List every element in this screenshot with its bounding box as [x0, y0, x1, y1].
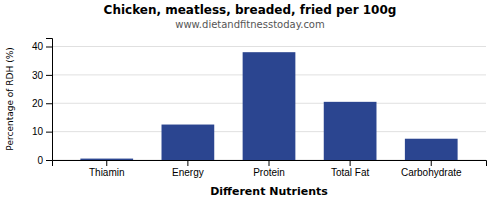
x-axis-title: Different Nutrients	[210, 185, 328, 198]
y-tick: 40	[32, 41, 52, 52]
grid	[52, 47, 486, 160]
bar	[405, 139, 458, 160]
bars	[80, 52, 457, 160]
y-axis-line	[46, 39, 53, 161]
y-tick: 0	[37, 155, 52, 166]
plot-area: Thiamin Energy Protein Total Fat Carbohydrat…	[32, 39, 487, 179]
y-tick-label: 40	[32, 41, 44, 52]
y-tick: 30	[32, 70, 52, 81]
x-tick-label: Carbohydrate	[401, 167, 462, 178]
subtitle: www.dietandfitnesstoday.com	[175, 19, 324, 30]
y-tick-label: 0	[37, 155, 43, 166]
y-tick-mark	[46, 160, 52, 161]
y-tick-label: 20	[32, 98, 44, 109]
chart: Chicken, meatless, breaded, fried per 10…	[0, 0, 500, 200]
y-axis: 0 10 20 30 40	[32, 39, 53, 166]
bar	[324, 102, 377, 160]
x-tick-mark	[431, 160, 432, 166]
x-tick-label: Energy	[172, 167, 204, 178]
y-tick-mark	[46, 103, 52, 104]
bar	[162, 125, 215, 160]
bar	[80, 159, 133, 160]
x-axis: Thiamin Energy Protein Total Fat Carbohydrat…	[53, 160, 487, 178]
y-tick-label: 10	[32, 126, 44, 137]
x-axis-line	[53, 161, 487, 167]
x-tick: Total Fat	[331, 160, 370, 178]
y-tick: 20	[32, 98, 52, 109]
x-tick: Carbohydrate	[401, 160, 462, 178]
x-tick-label: Thiamin	[89, 167, 125, 178]
x-tick-mark	[350, 160, 351, 166]
y-tick: 10	[32, 126, 52, 137]
bar	[243, 52, 296, 160]
title: Chicken, meatless, breaded, fried per 10…	[104, 3, 397, 17]
x-tick-label: Protein	[253, 167, 285, 178]
y-axis-title: Percentage of RDH (%)	[5, 47, 15, 150]
y-tick-mark	[46, 75, 52, 76]
y-tick-mark	[46, 47, 52, 48]
x-tick: Thiamin	[89, 160, 125, 178]
x-tick-mark	[269, 160, 270, 166]
x-tick: Energy	[172, 160, 204, 178]
x-tick-mark	[106, 160, 107, 166]
grid-line	[52, 46, 486, 47]
x-tick-mark	[187, 160, 188, 166]
x-tick: Protein	[253, 160, 285, 178]
y-tick-label: 30	[32, 70, 44, 81]
x-tick-label: Total Fat	[331, 167, 370, 178]
y-tick-mark	[46, 132, 52, 133]
